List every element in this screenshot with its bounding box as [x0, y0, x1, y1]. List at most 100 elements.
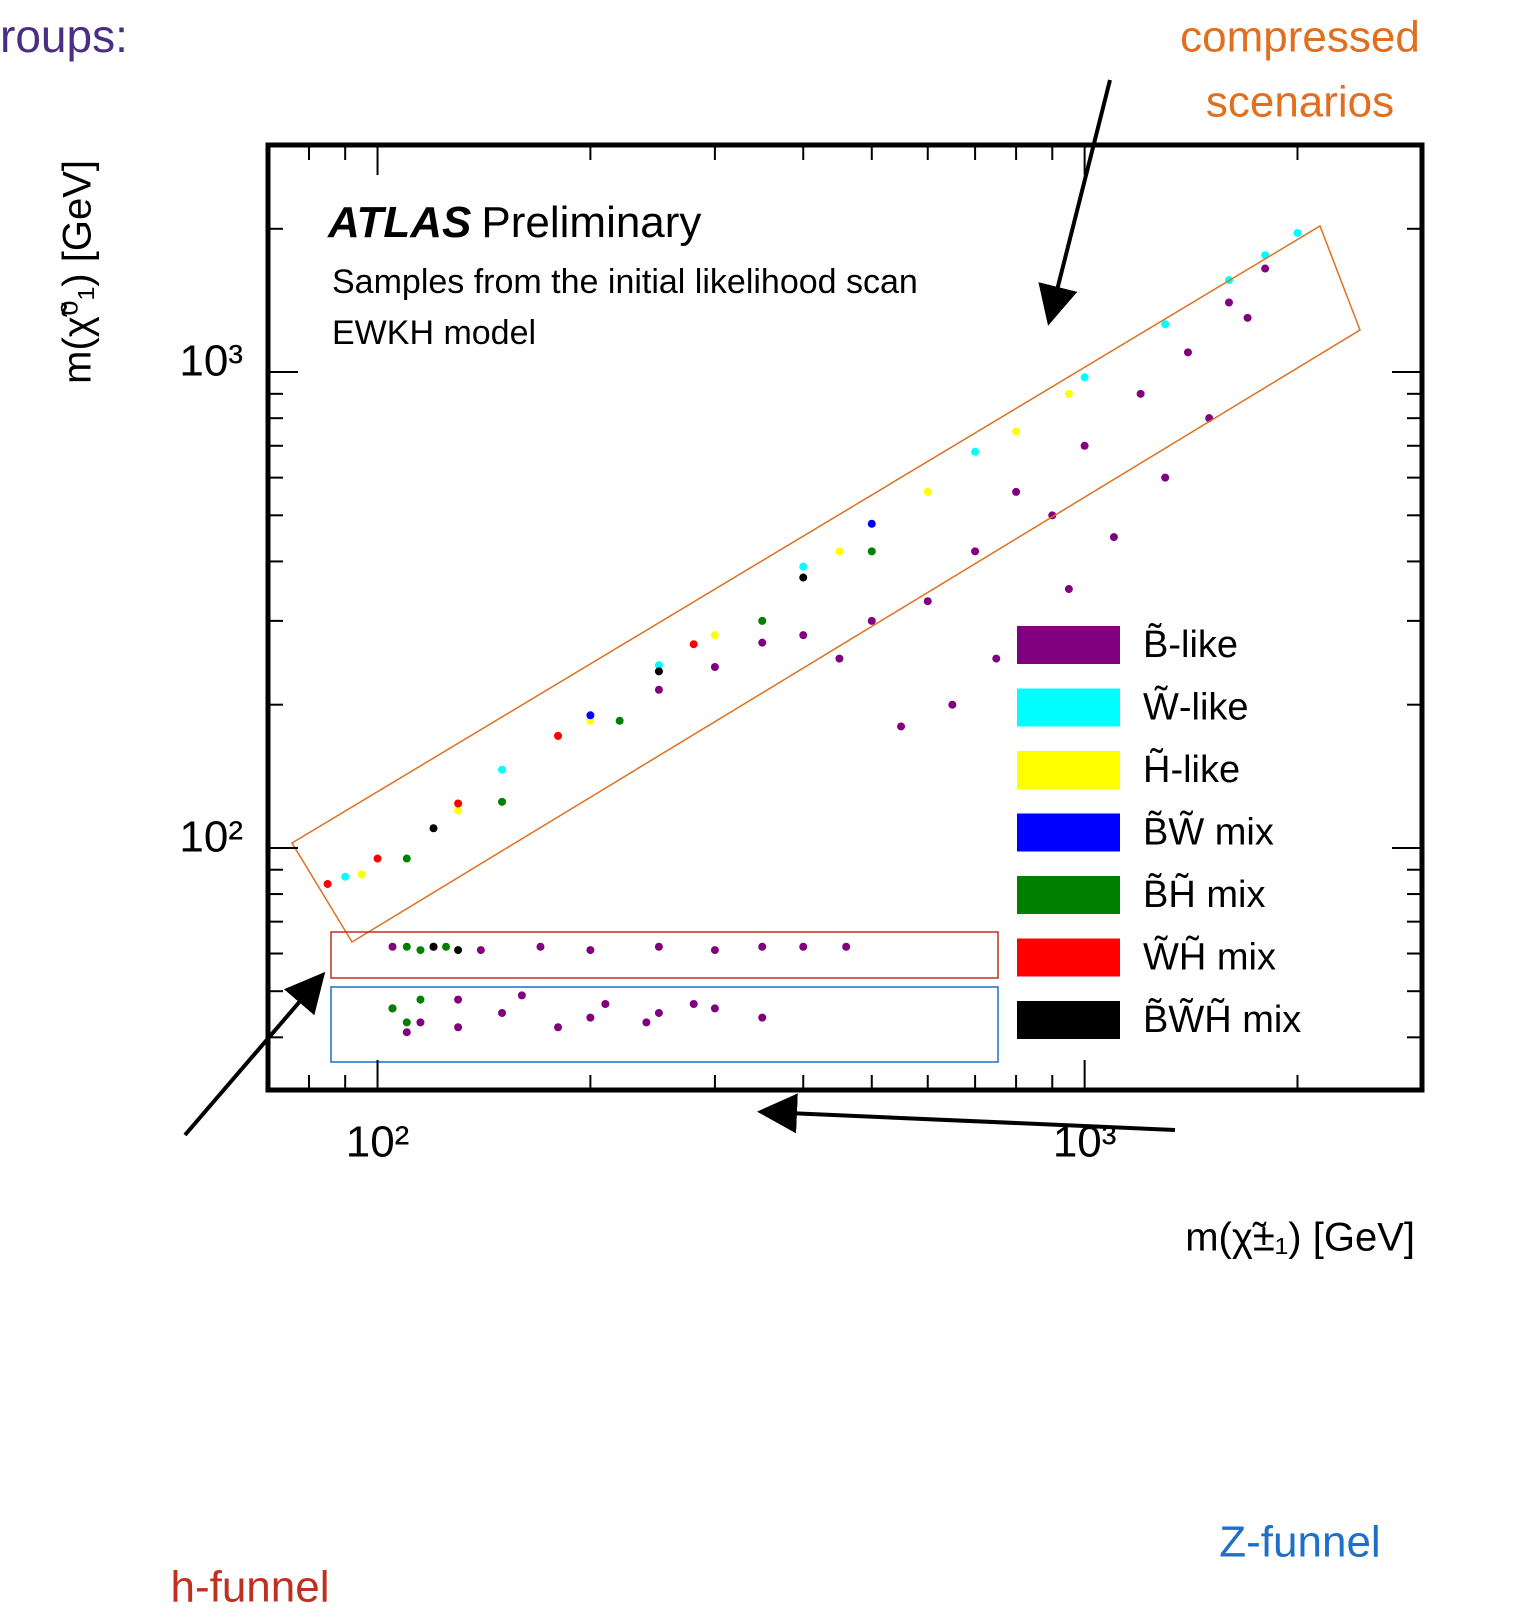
annotation: EWKH model — [332, 314, 536, 352]
legend-swatch — [1017, 876, 1120, 914]
point — [948, 700, 957, 709]
point — [1012, 427, 1021, 436]
legend-label: H̃-like — [1143, 748, 1240, 791]
point — [388, 942, 397, 951]
point — [654, 942, 663, 951]
point — [416, 995, 425, 1004]
point — [1243, 313, 1252, 322]
legend-label: B̃H̃ mix — [1143, 873, 1265, 916]
legend-label: W̃-like — [1143, 685, 1249, 728]
legend-swatch — [1017, 938, 1120, 977]
point — [429, 942, 438, 951]
legend-label: B̃-like — [1143, 623, 1238, 666]
point — [454, 806, 463, 815]
point — [341, 872, 350, 881]
point — [758, 638, 767, 647]
point — [1136, 389, 1145, 398]
point — [498, 1008, 507, 1017]
point — [454, 995, 463, 1004]
point — [710, 631, 719, 640]
legend-swatch — [1017, 626, 1120, 664]
point — [710, 663, 719, 672]
point — [615, 716, 624, 725]
z-funnel-label: Z-funnel — [1219, 1518, 1380, 1567]
x-tick-label: 10³ — [1053, 1118, 1117, 1167]
point — [642, 1018, 651, 1027]
point — [799, 562, 808, 571]
legend-swatch — [1017, 1001, 1120, 1039]
point — [586, 1013, 595, 1022]
point — [1080, 441, 1089, 450]
point — [799, 942, 808, 951]
point — [498, 765, 507, 774]
point — [454, 799, 463, 808]
point — [357, 870, 366, 879]
point — [536, 942, 545, 951]
point — [758, 942, 767, 951]
point — [586, 716, 595, 725]
point — [867, 616, 876, 625]
point — [586, 711, 595, 720]
compressed-label: scenarios — [1206, 78, 1394, 127]
legend-swatch — [1017, 688, 1120, 727]
point — [454, 946, 463, 955]
point — [454, 1023, 463, 1032]
point — [1064, 389, 1073, 398]
point — [498, 797, 507, 806]
h-funnel-box — [330, 931, 999, 979]
atlas: ATLAS — [327, 198, 471, 247]
point — [799, 573, 808, 582]
point — [867, 519, 876, 528]
point — [1224, 298, 1233, 307]
plot — [323, 228, 1302, 1037]
point — [1161, 320, 1170, 329]
point — [799, 631, 808, 640]
point — [710, 1004, 719, 1013]
point — [476, 946, 485, 955]
point — [586, 946, 595, 955]
point — [402, 1018, 411, 1027]
point — [416, 946, 425, 955]
preliminary: Preliminary — [481, 198, 701, 247]
point — [758, 616, 767, 625]
arrow — [757, 1093, 1176, 1134]
point — [689, 999, 698, 1008]
point — [971, 547, 980, 556]
point — [429, 824, 438, 833]
annotation: ATLAS Preliminary — [327, 198, 701, 247]
point — [416, 1018, 425, 1027]
legend-swatch — [1017, 751, 1120, 789]
point — [1183, 348, 1192, 357]
x-axis-label: m(χ̃±₁) [GeV] — [1185, 1216, 1415, 1260]
x-tick-label: 10² — [346, 1118, 410, 1167]
point — [323, 879, 332, 888]
point — [923, 597, 932, 606]
annotation: Samples from the initial likelihood scan — [332, 263, 918, 301]
point — [654, 685, 663, 694]
legend-label: B̃W̃ mix — [1143, 810, 1274, 853]
point — [992, 654, 1001, 663]
point — [758, 1013, 767, 1022]
point — [923, 487, 932, 496]
point — [1109, 533, 1118, 542]
point — [1064, 585, 1073, 594]
point — [1161, 473, 1170, 482]
point — [402, 942, 411, 951]
legend-swatch — [1017, 813, 1120, 852]
z-funnel-box — [330, 986, 999, 1063]
point — [654, 667, 663, 676]
point — [835, 654, 844, 663]
point — [517, 991, 526, 1000]
point — [373, 854, 382, 863]
point — [971, 447, 980, 456]
point — [1080, 373, 1089, 382]
point — [710, 946, 719, 955]
point — [601, 999, 610, 1008]
point — [1012, 487, 1021, 496]
compressed-box — [290, 224, 1361, 944]
point — [1293, 228, 1302, 237]
arrow — [1038, 79, 1112, 326]
compressed-label: compressed — [1180, 13, 1420, 62]
